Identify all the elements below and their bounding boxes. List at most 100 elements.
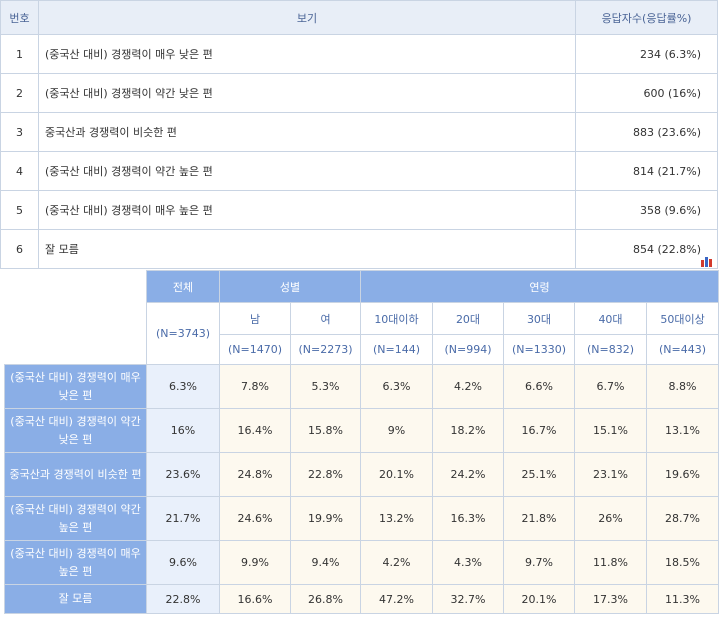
cell-value: 9.4% (290, 540, 361, 585)
cell-value: 15.1% (574, 408, 647, 453)
answer-row: 6 잘 모름 854 (22.8%) (0, 229, 718, 269)
answer-label: (중국산 대비) 경쟁력이 약간 낮은 편 (38, 73, 576, 113)
col-age-50s: 50대이상 (645, 302, 720, 335)
answer-responses: 883 (23.6%) (575, 112, 718, 152)
cell-value: 22.8% (290, 452, 361, 497)
row-label: (중국산 대비) 경쟁력이 약간 높은 편 (4, 496, 147, 541)
cell-value: 18.5% (645, 540, 720, 585)
answer-responses: 600 (16%) (575, 73, 718, 113)
answer-table: 번호 보기 응답자수(응답률%) 1 (중국산 대비) 경쟁력이 매우 낮은 편… (0, 0, 718, 269)
cell-value: 9.7% (503, 540, 575, 585)
answer-no: 1 (0, 34, 39, 74)
col-total-n: (N=3743) (146, 302, 220, 365)
crosstab-row: (중국산 대비) 경쟁력이 약간 낮은 편 16% 16.4% 15.8% 9%… (4, 408, 720, 453)
answer-responses: 234 (6.3%) (575, 34, 718, 74)
col-group-gender: 성별 (219, 270, 361, 303)
cell-value: 32.7% (432, 584, 504, 614)
cell-value: 18.2% (432, 408, 504, 453)
answer-label: (중국산 대비) 경쟁력이 매우 높은 편 (38, 190, 576, 230)
crosstab-row: (중국산 대비) 경쟁력이 매우 높은 편 9.6% 9.9% 9.4% 4.2… (4, 540, 720, 585)
answer-no: 3 (0, 112, 39, 152)
row-label: (중국산 대비) 경쟁력이 매우 낮은 편 (4, 364, 147, 409)
header-no: 번호 (0, 0, 39, 35)
bar-chart-icon-bar (709, 259, 712, 267)
cell-value: 15.8% (290, 408, 361, 453)
row-label: (중국산 대비) 경쟁력이 매우 높은 편 (4, 540, 147, 585)
answer-label: 잘 모름 (38, 229, 576, 269)
cell-total: 23.6% (146, 452, 220, 497)
crosstab-row: 중국산과 경쟁력이 비슷한 편 23.6% 24.8% 22.8% 20.1% … (4, 452, 720, 497)
cell-value: 13.1% (645, 408, 720, 453)
cell-value: 23.1% (574, 452, 647, 497)
cell-value: 20.1% (503, 584, 575, 614)
answer-responses: 358 (9.6%) (575, 190, 718, 230)
cell-value: 19.9% (290, 496, 361, 541)
col-gender-male-n: (N=1470) (219, 334, 291, 365)
col-age-50s-n: (N=443) (645, 334, 720, 365)
col-gender-female-n: (N=2273) (290, 334, 361, 365)
answer-no: 2 (0, 73, 39, 113)
answer-row: 1 (중국산 대비) 경쟁력이 매우 낮은 편 234 (6.3%) (0, 34, 718, 74)
answer-row: 4 (중국산 대비) 경쟁력이 약간 높은 편 814 (21.7%) (0, 151, 718, 191)
answer-no: 4 (0, 151, 39, 191)
cell-value: 19.6% (645, 452, 720, 497)
cell-value: 20.1% (360, 452, 433, 497)
cell-total: 22.8% (146, 584, 220, 614)
cell-value: 24.2% (432, 452, 504, 497)
cell-value: 16.7% (503, 408, 575, 453)
cell-value: 17.3% (574, 584, 647, 614)
cell-value: 4.2% (432, 364, 504, 409)
cell-value: 4.2% (360, 540, 433, 585)
cell-value: 16.4% (219, 408, 291, 453)
cell-value: 21.8% (503, 496, 575, 541)
bar-chart-icon-bar (705, 257, 708, 267)
crosstab-group-header: 전체 성별 연령 (4, 270, 720, 365)
col-age-40s-n: (N=832) (574, 334, 647, 365)
cell-value: 24.8% (219, 452, 291, 497)
col-gender-female: 여 (290, 302, 361, 335)
answer-row: 5 (중국산 대비) 경쟁력이 매우 높은 편 358 (9.6%) (0, 190, 718, 230)
crosstab-corner (4, 270, 147, 365)
answer-responses: 854 (22.8%) (575, 229, 718, 269)
cell-value: 11.3% (645, 584, 720, 614)
cell-value: 6.3% (360, 364, 433, 409)
answer-no: 6 (0, 229, 39, 269)
answer-table-header: 번호 보기 응답자수(응답률%) (0, 0, 718, 35)
answer-responses: 814 (21.7%) (575, 151, 718, 191)
crosstab-row: 잘 모름 22.8% 16.6% 26.8% 47.2% 32.7% 20.1%… (4, 584, 720, 614)
col-age-40s: 40대 (574, 302, 647, 335)
cell-value: 9.9% (219, 540, 291, 585)
crosstab-row: (중국산 대비) 경쟁력이 매우 낮은 편 6.3% 7.8% 5.3% 6.3… (4, 364, 720, 409)
answer-label: 중국산과 경쟁력이 비슷한 편 (38, 112, 576, 152)
cell-value: 16.3% (432, 496, 504, 541)
bar-chart-icon[interactable] (700, 256, 713, 267)
cell-value: 16.6% (219, 584, 291, 614)
answer-label: (중국산 대비) 경쟁력이 약간 높은 편 (38, 151, 576, 191)
cell-value: 25.1% (503, 452, 575, 497)
cell-value: 4.3% (432, 540, 504, 585)
cell-total: 9.6% (146, 540, 220, 585)
cell-value: 47.2% (360, 584, 433, 614)
cell-value: 28.7% (645, 496, 720, 541)
header-label: 보기 (38, 0, 576, 35)
answer-label: (중국산 대비) 경쟁력이 매우 낮은 편 (38, 34, 576, 74)
answer-row: 3 중국산과 경쟁력이 비슷한 편 883 (23.6%) (0, 112, 718, 152)
answer-row: 2 (중국산 대비) 경쟁력이 약간 낮은 편 600 (16%) (0, 73, 718, 113)
col-age-20s-n: (N=994) (432, 334, 504, 365)
row-label: 잘 모름 (4, 584, 147, 614)
cell-value: 26.8% (290, 584, 361, 614)
crosstab-table: 전체 성별 연령 (N=3743) 남 여 10대이하 20대 30대 40대 … (4, 270, 720, 614)
crosstab-subheader: (N=3743) 남 여 10대이하 20대 30대 40대 50대이상 (5, 302, 720, 365)
col-gender-male: 남 (219, 302, 291, 335)
bar-chart-icon-bar (701, 260, 704, 267)
col-group-age: 연령 (359, 270, 720, 303)
col-age-30s-n: (N=1330) (503, 334, 575, 365)
col-age-10s-n: (N=144) (360, 334, 433, 365)
cell-total: 6.3% (146, 364, 220, 409)
cell-value: 9% (360, 408, 433, 453)
row-label: 중국산과 경쟁력이 비슷한 편 (4, 452, 147, 497)
cell-value: 13.2% (360, 496, 433, 541)
cell-value: 7.8% (219, 364, 291, 409)
crosstab-row: (중국산 대비) 경쟁력이 약간 높은 편 21.7% 24.6% 19.9% … (4, 496, 720, 541)
col-total: 전체 (146, 270, 220, 303)
